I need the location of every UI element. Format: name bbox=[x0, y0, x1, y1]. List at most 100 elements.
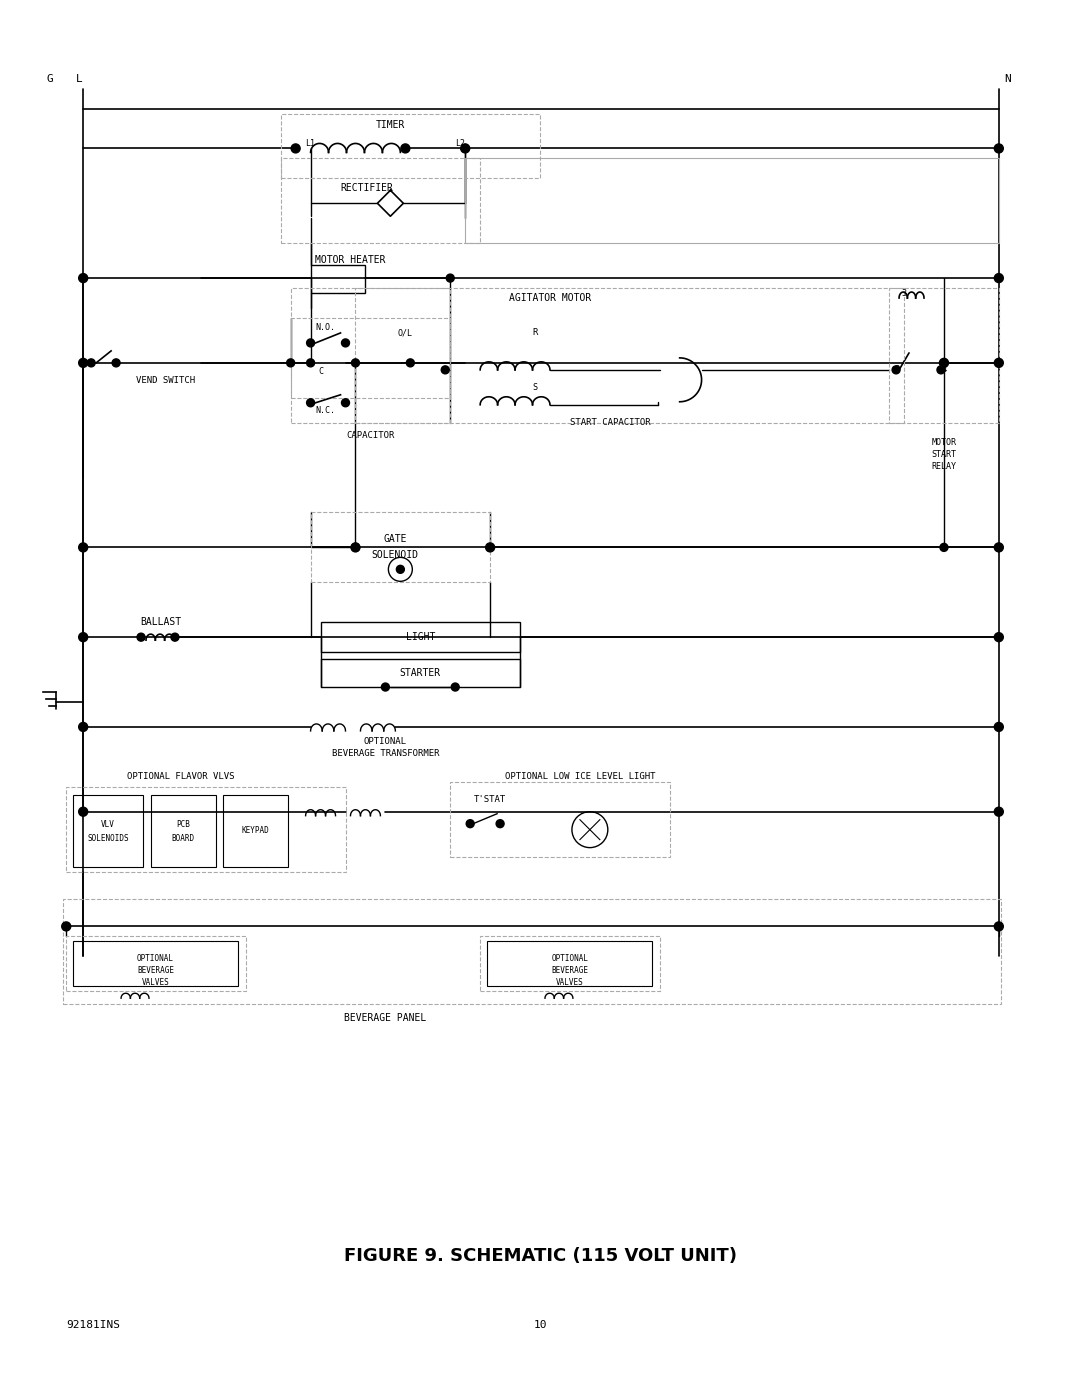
Text: TIMER: TIMER bbox=[376, 120, 405, 130]
Bar bbox=[291, 288, 450, 423]
Text: BOARD: BOARD bbox=[172, 834, 195, 844]
Bar bbox=[355, 288, 904, 423]
Circle shape bbox=[171, 633, 179, 641]
Text: 92181INS: 92181INS bbox=[66, 1320, 120, 1330]
Circle shape bbox=[995, 633, 1003, 641]
Circle shape bbox=[995, 722, 1003, 732]
Bar bbox=[66, 936, 246, 992]
Bar bbox=[64, 900, 1001, 1004]
Bar bbox=[281, 113, 540, 179]
Text: SOLENOIDS: SOLENOIDS bbox=[87, 834, 129, 844]
Text: VLV: VLV bbox=[102, 820, 116, 830]
Text: AGITATOR MOTOR: AGITATOR MOTOR bbox=[509, 293, 591, 303]
Circle shape bbox=[286, 359, 295, 367]
Bar bbox=[889, 288, 999, 423]
Text: O/L: O/L bbox=[397, 328, 413, 338]
Circle shape bbox=[307, 359, 314, 367]
Circle shape bbox=[995, 274, 1003, 282]
Circle shape bbox=[341, 339, 350, 346]
Text: S: S bbox=[532, 383, 538, 393]
Text: SOLENOID: SOLENOID bbox=[372, 550, 419, 560]
Text: G: G bbox=[46, 74, 53, 84]
Circle shape bbox=[995, 144, 1003, 152]
Text: STARTER: STARTER bbox=[400, 668, 441, 678]
Circle shape bbox=[79, 274, 87, 282]
Text: RECTIFIER: RECTIFIER bbox=[340, 183, 393, 193]
Circle shape bbox=[79, 633, 87, 641]
Text: OPTIONAL: OPTIONAL bbox=[137, 954, 174, 963]
Text: OPTIONAL: OPTIONAL bbox=[364, 738, 407, 746]
Circle shape bbox=[396, 566, 404, 573]
Bar bbox=[321, 622, 521, 652]
Circle shape bbox=[137, 633, 145, 641]
Text: VALVES: VALVES bbox=[141, 978, 170, 986]
Bar bbox=[73, 795, 143, 866]
Text: VEND SWITCH: VEND SWITCH bbox=[136, 376, 195, 386]
Circle shape bbox=[486, 543, 495, 552]
Bar bbox=[222, 795, 287, 866]
Circle shape bbox=[451, 683, 459, 692]
Circle shape bbox=[940, 543, 948, 552]
Text: RELAY: RELAY bbox=[931, 462, 957, 471]
Circle shape bbox=[401, 144, 409, 152]
Circle shape bbox=[467, 820, 474, 827]
Text: LIGHT: LIGHT bbox=[406, 633, 435, 643]
Circle shape bbox=[79, 543, 87, 552]
Text: R: R bbox=[532, 328, 538, 338]
Circle shape bbox=[892, 366, 900, 374]
Text: 10: 10 bbox=[534, 1320, 546, 1330]
Text: T'STAT: T'STAT bbox=[474, 795, 507, 805]
Text: C: C bbox=[319, 367, 323, 376]
Circle shape bbox=[995, 922, 1003, 930]
Text: MOTOR: MOTOR bbox=[931, 439, 957, 447]
Circle shape bbox=[995, 359, 1003, 367]
Circle shape bbox=[112, 359, 120, 367]
Circle shape bbox=[937, 366, 945, 374]
Text: N.O.: N.O. bbox=[315, 324, 336, 332]
Circle shape bbox=[351, 543, 360, 552]
Text: 3: 3 bbox=[902, 289, 906, 298]
Text: 4: 4 bbox=[942, 366, 947, 374]
Bar bbox=[487, 942, 651, 986]
Text: L1: L1 bbox=[306, 138, 315, 148]
Circle shape bbox=[461, 144, 469, 152]
Circle shape bbox=[351, 543, 360, 552]
Text: START: START bbox=[931, 450, 957, 460]
Bar bbox=[291, 319, 450, 398]
Text: KEYPAD: KEYPAD bbox=[241, 826, 269, 835]
Text: BEVERAGE: BEVERAGE bbox=[137, 965, 174, 975]
Text: L2: L2 bbox=[455, 138, 465, 148]
Circle shape bbox=[87, 359, 95, 367]
Text: START CAPACITOR: START CAPACITOR bbox=[569, 418, 650, 427]
Circle shape bbox=[940, 359, 948, 367]
Circle shape bbox=[406, 359, 415, 367]
Bar bbox=[321, 659, 521, 687]
Text: GATE: GATE bbox=[383, 535, 407, 545]
Text: OPTIONAL LOW ICE LEVEL LIGHT: OPTIONAL LOW ICE LEVEL LIGHT bbox=[504, 773, 656, 781]
Bar bbox=[151, 795, 216, 866]
Circle shape bbox=[461, 144, 470, 152]
Bar bbox=[66, 787, 346, 872]
Text: 2: 2 bbox=[894, 366, 900, 374]
Circle shape bbox=[292, 144, 300, 152]
Circle shape bbox=[446, 274, 455, 282]
Circle shape bbox=[307, 398, 314, 407]
Text: PCB: PCB bbox=[176, 820, 190, 830]
Circle shape bbox=[341, 398, 350, 407]
Text: OPTIONAL: OPTIONAL bbox=[552, 954, 589, 963]
Circle shape bbox=[940, 359, 948, 367]
Circle shape bbox=[442, 366, 449, 374]
Bar bbox=[311, 265, 365, 293]
Text: BEVERAGE: BEVERAGE bbox=[552, 965, 589, 975]
Bar bbox=[450, 782, 670, 856]
Text: N: N bbox=[1003, 74, 1011, 84]
Text: N.C.: N.C. bbox=[315, 407, 336, 415]
Text: BEVERAGE TRANSFORMER: BEVERAGE TRANSFORMER bbox=[332, 749, 440, 759]
Circle shape bbox=[995, 543, 1003, 552]
Bar bbox=[73, 942, 238, 986]
Text: FIGURE 9. SCHEMATIC (115 VOLT UNIT): FIGURE 9. SCHEMATIC (115 VOLT UNIT) bbox=[343, 1246, 737, 1264]
Text: VALVES: VALVES bbox=[556, 978, 584, 986]
Bar bbox=[311, 513, 490, 583]
Circle shape bbox=[496, 820, 504, 827]
Text: BALLAST: BALLAST bbox=[140, 617, 181, 627]
